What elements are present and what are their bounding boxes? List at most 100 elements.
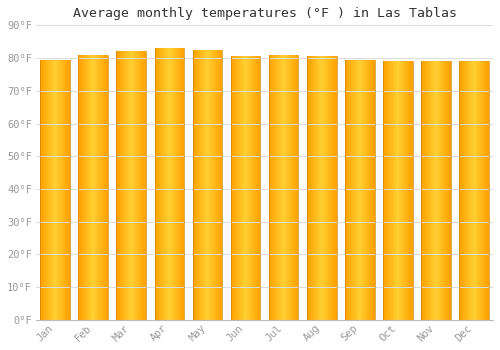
- Bar: [435, 61, 436, 320]
- Bar: [53, 60, 54, 320]
- Bar: [177, 48, 178, 320]
- Bar: [407, 61, 408, 320]
- Bar: [434, 61, 435, 320]
- Bar: [54, 60, 55, 320]
- Bar: [104, 55, 105, 320]
- Bar: [373, 60, 374, 320]
- Bar: [384, 61, 385, 320]
- Bar: [253, 56, 254, 320]
- Bar: [371, 60, 372, 320]
- Bar: [271, 55, 272, 320]
- Bar: [280, 55, 281, 320]
- Bar: [194, 50, 195, 320]
- Bar: [273, 55, 274, 320]
- Bar: [40, 60, 41, 320]
- Bar: [47, 60, 48, 320]
- Bar: [197, 50, 198, 320]
- Bar: [468, 61, 469, 320]
- Bar: [390, 61, 391, 320]
- Bar: [475, 61, 476, 320]
- Bar: [406, 61, 407, 320]
- Bar: [61, 60, 62, 320]
- Bar: [62, 60, 64, 320]
- Bar: [160, 48, 161, 320]
- Bar: [82, 55, 83, 320]
- Bar: [433, 61, 434, 320]
- Bar: [409, 61, 410, 320]
- Bar: [235, 56, 236, 320]
- Bar: [79, 55, 80, 320]
- Bar: [285, 55, 286, 320]
- Bar: [424, 61, 425, 320]
- Bar: [274, 55, 276, 320]
- Bar: [100, 55, 102, 320]
- Bar: [245, 56, 246, 320]
- Bar: [154, 48, 156, 320]
- Bar: [427, 61, 428, 320]
- Bar: [357, 60, 358, 320]
- Bar: [318, 56, 320, 320]
- Bar: [117, 51, 118, 320]
- Bar: [233, 56, 234, 320]
- Bar: [366, 60, 367, 320]
- Bar: [176, 48, 177, 320]
- Bar: [398, 61, 400, 320]
- Bar: [402, 61, 403, 320]
- Bar: [203, 50, 204, 320]
- Bar: [476, 61, 477, 320]
- Bar: [138, 51, 140, 320]
- Bar: [463, 61, 464, 320]
- Bar: [248, 56, 250, 320]
- Bar: [258, 56, 259, 320]
- Bar: [474, 61, 475, 320]
- Bar: [96, 55, 97, 320]
- Bar: [397, 61, 398, 320]
- Bar: [118, 51, 120, 320]
- Bar: [215, 50, 216, 320]
- Bar: [91, 55, 92, 320]
- Bar: [166, 48, 167, 320]
- Bar: [308, 56, 309, 320]
- Bar: [161, 48, 162, 320]
- Bar: [428, 61, 430, 320]
- Bar: [276, 55, 277, 320]
- Bar: [178, 48, 179, 320]
- Bar: [214, 50, 215, 320]
- Bar: [432, 61, 433, 320]
- Bar: [438, 61, 439, 320]
- Bar: [182, 48, 183, 320]
- Bar: [174, 48, 176, 320]
- Bar: [359, 60, 360, 320]
- Bar: [56, 60, 58, 320]
- Bar: [283, 55, 284, 320]
- Bar: [471, 61, 472, 320]
- Bar: [347, 60, 348, 320]
- Bar: [212, 50, 214, 320]
- Bar: [278, 55, 279, 320]
- Bar: [289, 55, 290, 320]
- Bar: [92, 55, 93, 320]
- Bar: [172, 48, 173, 320]
- Bar: [204, 50, 205, 320]
- Bar: [442, 61, 444, 320]
- Bar: [167, 48, 168, 320]
- Bar: [127, 51, 128, 320]
- Bar: [238, 56, 239, 320]
- Bar: [482, 61, 483, 320]
- Bar: [354, 60, 356, 320]
- Bar: [358, 60, 359, 320]
- Bar: [316, 56, 317, 320]
- Bar: [322, 56, 323, 320]
- Bar: [329, 56, 330, 320]
- Bar: [116, 51, 117, 320]
- Bar: [157, 48, 158, 320]
- Bar: [284, 55, 285, 320]
- Bar: [296, 55, 297, 320]
- Bar: [312, 56, 313, 320]
- Bar: [158, 48, 159, 320]
- Bar: [332, 56, 333, 320]
- Bar: [295, 55, 296, 320]
- Bar: [395, 61, 396, 320]
- Bar: [254, 56, 255, 320]
- Bar: [483, 61, 484, 320]
